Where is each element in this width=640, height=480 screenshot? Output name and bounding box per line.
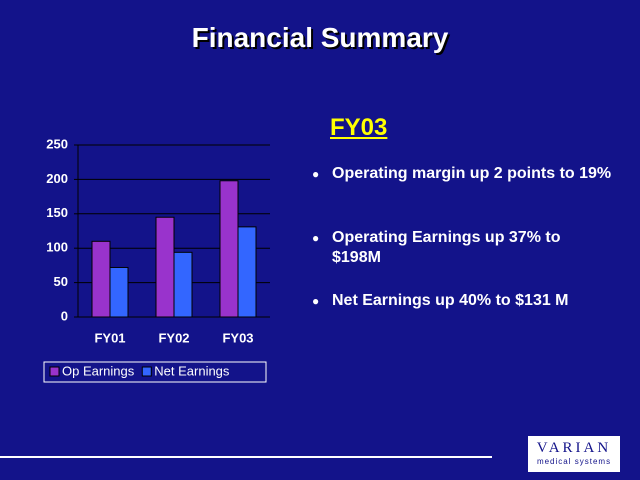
bullet: ● Net Earnings up 40% to $131 M <box>312 291 612 311</box>
divider <box>0 456 492 458</box>
y-tick-label: 150 <box>46 205 68 220</box>
bar <box>173 251 193 318</box>
y-tick-label: 100 <box>46 240 68 255</box>
bullet: ● Operating margin up 2 points to 19% <box>312 165 612 182</box>
logo-tagline: medical systems <box>536 457 612 466</box>
y-tick-label: 200 <box>46 171 68 186</box>
bar <box>237 226 257 318</box>
bar <box>109 266 129 318</box>
logo: VARIAN medical systems <box>528 436 620 472</box>
legend-box <box>43 361 267 383</box>
x-tick-label: FY03 <box>222 330 253 345</box>
legend-label: Op Earnings <box>62 363 135 378</box>
legend-swatch <box>49 366 60 377</box>
x-tick-label: FY01 <box>94 330 125 345</box>
bar <box>219 180 239 318</box>
legend-swatch <box>141 366 152 377</box>
bar <box>91 240 111 318</box>
bullet-text: Net Earnings up 40% to $131 M <box>332 292 569 309</box>
y-tick-label: 250 <box>46 136 68 151</box>
bullet-text: Operating Earnings up 37% to $198M <box>332 229 561 266</box>
logo-name: VARIAN <box>536 440 612 456</box>
y-tick-label: 50 <box>54 274 68 289</box>
bullet: ● Operating Earnings up 37% to $198M <box>312 228 612 268</box>
legend-label: Net Earnings <box>154 363 230 378</box>
slide-title: Financial Summary <box>191 22 449 53</box>
x-tick-label: FY02 <box>158 330 189 345</box>
y-tick-label: 0 <box>61 308 68 323</box>
bullet-text: Operating margin up 2 points to 19% <box>332 165 612 182</box>
bar <box>155 216 175 318</box>
heading: FY03 <box>330 114 388 141</box>
